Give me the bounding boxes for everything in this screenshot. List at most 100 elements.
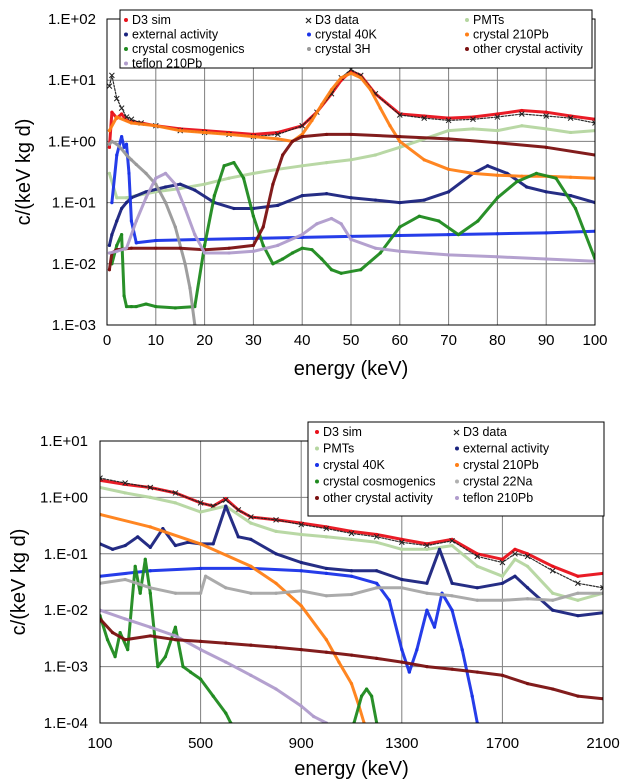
- data-point: [534, 171, 539, 176]
- data-point: [147, 484, 154, 491]
- data-point: [576, 598, 580, 602]
- data-point: [449, 537, 455, 544]
- legend-item-crystal-40k: crystal 40K: [307, 28, 377, 42]
- legend-marker: [455, 496, 459, 500]
- data-point: [325, 192, 329, 196]
- data-point: [299, 560, 303, 565]
- x-tick-label: 40: [294, 332, 311, 349]
- data-point: [227, 246, 231, 250]
- data-point: [551, 564, 555, 568]
- data-point: [324, 571, 328, 575]
- series-teflon-210pb: [100, 608, 329, 723]
- data-point: [274, 687, 278, 691]
- x-axis-title: energy (keV): [294, 358, 409, 380]
- data-point: [544, 257, 548, 261]
- data-point: [600, 584, 603, 591]
- data-point: [349, 537, 354, 542]
- data-point: [115, 243, 119, 247]
- data-point: [447, 253, 451, 257]
- data-point: [134, 219, 138, 223]
- data-point: [173, 634, 178, 638]
- data-point: [576, 614, 580, 618]
- data-point: [173, 501, 178, 505]
- data-point: [400, 648, 404, 652]
- data-point: [422, 198, 426, 202]
- legend-marker: [315, 430, 319, 434]
- series-other-crystal-activity: [107, 132, 595, 272]
- data-point: [199, 591, 203, 595]
- data-point: [193, 304, 197, 309]
- x-tick-label: 60: [391, 332, 408, 349]
- data-point: [515, 180, 519, 184]
- data-point: [325, 132, 329, 137]
- data-point: [136, 535, 140, 539]
- data-point: [163, 201, 168, 205]
- data-point: [124, 142, 129, 146]
- data-point: [144, 196, 148, 200]
- y-tick-label: 1.E-01: [52, 195, 96, 212]
- y-tick-label: 1.E-03: [44, 659, 88, 676]
- data-point: [407, 670, 411, 674]
- data-point: [110, 631, 115, 635]
- series-crystal-210pb: [107, 71, 595, 180]
- data-point: [500, 598, 504, 602]
- legend-label: crystal 40K: [315, 28, 377, 42]
- legend-label: external activity: [132, 28, 219, 42]
- data-point: [447, 167, 451, 171]
- data-point: [154, 304, 158, 309]
- data-point: [276, 203, 280, 208]
- data-point: [525, 552, 530, 556]
- series-group: [100, 475, 603, 723]
- data-point: [349, 196, 353, 200]
- data-point: [227, 251, 231, 255]
- data-point: [495, 173, 499, 177]
- data-point: [551, 591, 555, 595]
- data-point: [148, 545, 152, 549]
- data-point: [120, 206, 124, 211]
- data-point: [373, 533, 380, 540]
- data-point: [349, 158, 353, 162]
- y-tick-label: 1.E-03: [52, 317, 96, 334]
- data-point: [398, 539, 405, 546]
- data-point: [236, 535, 240, 539]
- data-point: [126, 648, 130, 652]
- data-point: [203, 251, 207, 255]
- legend-item-pmts: PMTs: [465, 13, 504, 27]
- data-point: [300, 233, 304, 237]
- data-point: [212, 194, 216, 198]
- data-point: [110, 233, 114, 237]
- data-point: [173, 182, 177, 186]
- data-point: [107, 129, 112, 133]
- x-tick-label: 100: [87, 735, 112, 752]
- data-point: [475, 586, 479, 590]
- data-point: [129, 158, 133, 162]
- data-point: [544, 145, 548, 149]
- data-point: [450, 608, 454, 612]
- legend-marker: [307, 47, 311, 51]
- series-crystal-cosmogenics: [100, 557, 233, 723]
- data-point: [271, 182, 275, 186]
- data-point: [273, 516, 279, 523]
- data-point: [445, 117, 452, 124]
- data-point: [249, 537, 253, 542]
- data-point: [188, 670, 193, 674]
- legend-item-crystal-cosmogenics: crystal cosmogenics: [124, 42, 245, 56]
- legend-label: teflon 210Pb: [132, 57, 202, 71]
- data-point: [156, 665, 160, 669]
- data-point: [576, 591, 580, 595]
- data-point: [299, 648, 303, 652]
- y-tick-label: 1.E-04: [44, 715, 88, 732]
- data-point: [224, 660, 228, 664]
- data-point: [249, 673, 253, 677]
- data-point: [398, 139, 402, 143]
- data-point: [183, 262, 187, 266]
- data-point: [154, 246, 158, 250]
- data-point: [513, 547, 517, 551]
- y-tick-label: 1.E+00: [48, 133, 96, 150]
- data-point: [115, 115, 119, 119]
- data-point: [425, 547, 429, 551]
- data-point: [378, 251, 382, 255]
- y-tick-label: 1.E-02: [52, 256, 96, 273]
- data-point: [422, 158, 426, 162]
